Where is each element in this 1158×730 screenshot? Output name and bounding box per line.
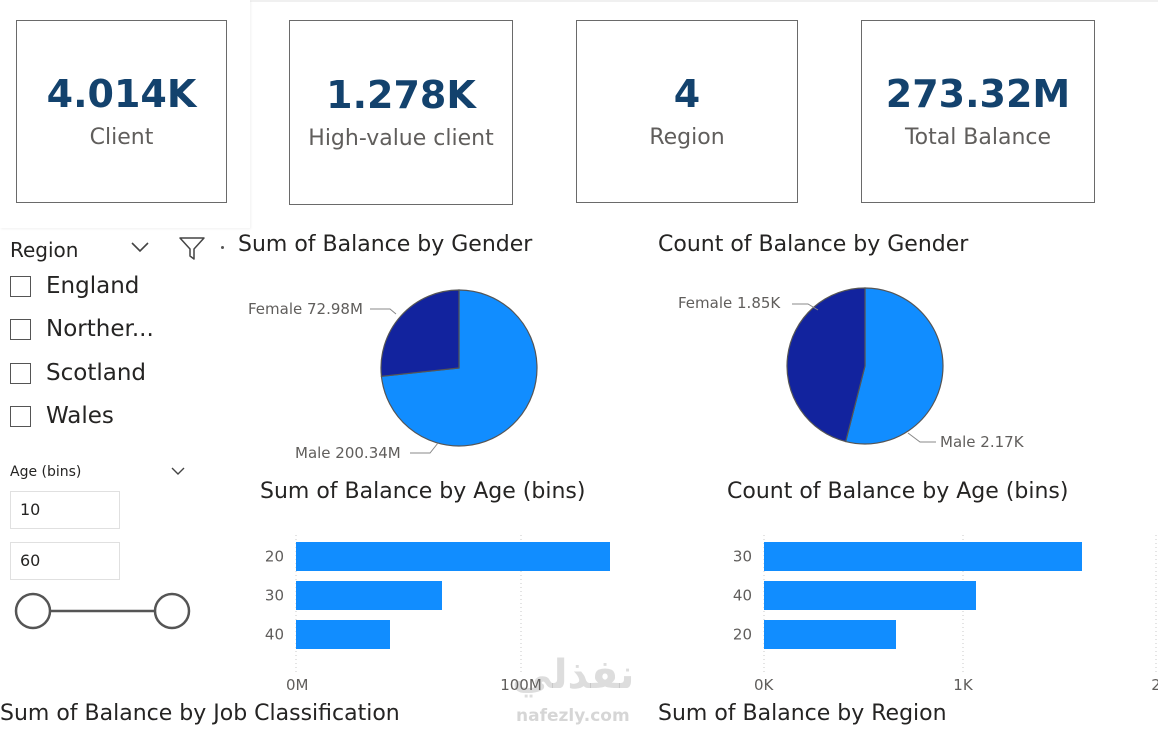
bar[interactable] — [296, 620, 390, 649]
y-tick-label: 30 — [733, 548, 752, 566]
pie-slice-female[interactable] — [786, 287, 866, 443]
checkbox[interactable] — [10, 362, 31, 384]
slider-handle-max[interactable] — [153, 592, 191, 630]
slicer-item-wales[interactable]: Wales — [10, 403, 114, 429]
filter-icon[interactable] — [178, 235, 206, 261]
bar[interactable] — [764, 542, 1082, 571]
kpi-label: Client — [89, 124, 154, 150]
x-tick-label: 2 — [1151, 676, 1158, 694]
pie-slice-female[interactable] — [380, 289, 460, 377]
more-options-icon[interactable] — [221, 246, 224, 249]
age-range-slider[interactable] — [12, 590, 194, 634]
watermark-url: nafezly.com — [516, 706, 630, 726]
bar[interactable] — [296, 581, 442, 610]
top-border — [0, 0, 1158, 2]
y-tick-label: 40 — [265, 626, 284, 644]
chart-title: Count of Balance by Age (bins) — [727, 479, 1069, 504]
kpi-value: 273.32M — [885, 71, 1071, 116]
data-label-male: Male 2.17K — [940, 433, 1025, 451]
chart-title-region: Sum of Balance by Region — [658, 701, 947, 726]
slicer-item-label: Wales — [46, 403, 114, 429]
kpi-label: Region — [649, 124, 725, 150]
age-slicer-title: Age (bins) — [10, 464, 82, 480]
bar[interactable] — [296, 542, 610, 571]
y-tick-label: 20 — [265, 548, 284, 566]
watermark-logo: نفذلي — [512, 652, 635, 698]
x-tick-label: 0K — [754, 676, 775, 694]
kpi-card-total-balance[interactable]: 273.32M Total Balance — [861, 20, 1095, 203]
x-tick-label: 100M — [500, 676, 542, 694]
region-slicer-title: Region — [10, 238, 79, 262]
checkbox[interactable] — [10, 405, 31, 427]
kpi-card-client[interactable]: 4.014K Client — [16, 20, 227, 203]
chevron-down-icon[interactable] — [130, 240, 150, 254]
kpi-value: 4.014K — [46, 71, 197, 116]
label-leader-line — [410, 442, 439, 454]
y-tick-label: 40 — [733, 587, 752, 605]
pie-slice-male[interactable] — [844, 287, 944, 445]
kpi-value: 1.278K — [326, 72, 476, 117]
chart-title: Count of Balance by Gender — [658, 232, 969, 257]
slicer-item-label: Norther... — [46, 316, 154, 342]
kpi-card-high-value-client[interactable]: 1.278K High-value client — [289, 20, 513, 205]
age-min-input[interactable]: 10 — [10, 491, 120, 529]
chart-title-job: Sum of Balance by Job Classification — [0, 701, 400, 726]
label-leader-line — [792, 303, 819, 311]
kpi-card-region[interactable]: 4 Region — [576, 20, 798, 203]
slider-handle-min[interactable] — [14, 592, 52, 630]
chevron-down-icon[interactable] — [170, 465, 186, 477]
pie-chart-sum-balance-gender[interactable]: Female 72.98M Male 200.34M — [238, 268, 658, 468]
data-label-male: Male 200.34M — [295, 444, 401, 462]
chart-title: Sum of Balance by Age (bins) — [260, 479, 586, 504]
slicer-item-label: Scotland — [46, 360, 146, 386]
pie-chart-count-balance-gender[interactable]: Female 1.85K Male 2.17K — [658, 268, 1078, 468]
y-tick-label: 30 — [265, 587, 284, 605]
slicer-item-label: England — [46, 273, 140, 299]
slicer-item-scotland[interactable]: Scotland — [10, 360, 146, 386]
age-max-input[interactable]: 60 — [10, 542, 120, 580]
label-leader-line — [370, 308, 397, 315]
data-label-female: Female 1.85K — [678, 294, 781, 312]
slicer-item-england[interactable]: England — [10, 273, 139, 299]
label-leader-line — [907, 432, 936, 443]
bar[interactable] — [764, 620, 896, 649]
checkbox[interactable] — [10, 275, 31, 297]
checkbox[interactable] — [10, 318, 31, 340]
kpi-value: 4 — [673, 71, 701, 116]
slicer-item-northern[interactable]: Norther... — [10, 316, 154, 342]
x-tick-label: 1K — [953, 676, 974, 694]
bar[interactable] — [764, 581, 976, 610]
kpi-label: High-value client — [308, 125, 494, 151]
x-tick-label: 0M — [286, 676, 309, 694]
kpi-label: Total Balance — [904, 124, 1052, 150]
bar-chart-sum-balance-age[interactable]: 0M 100M 20 30 40 — [250, 530, 650, 700]
bar-chart-count-balance-age[interactable]: 0K 1K 2 30 40 20 — [720, 530, 1158, 700]
data-label-female: Female 72.98M — [248, 300, 363, 318]
chart-title: Sum of Balance by Gender — [238, 232, 533, 257]
y-tick-label: 20 — [733, 626, 752, 644]
